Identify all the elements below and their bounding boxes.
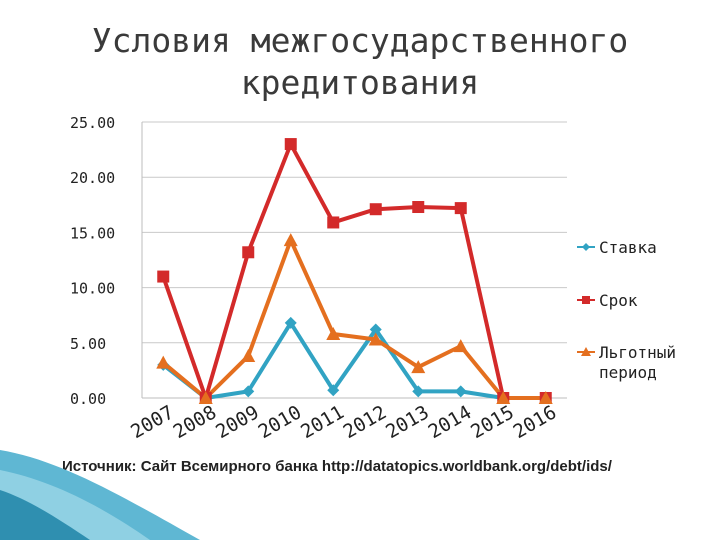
series-marker xyxy=(581,347,591,356)
series-line xyxy=(161,320,548,400)
series-marker xyxy=(496,391,511,404)
legend-label: Льготный xyxy=(599,343,676,362)
series-marker xyxy=(283,233,298,247)
decorative-wave xyxy=(0,450,200,540)
series-marker xyxy=(368,332,383,346)
series-marker xyxy=(156,355,171,369)
series-lines xyxy=(161,142,548,400)
x-tick-label: 2012 xyxy=(340,401,391,443)
y-tick-label: 15.00 xyxy=(70,224,115,242)
legend-item: Срок xyxy=(577,291,638,310)
y-tick-label: 10.00 xyxy=(70,280,115,298)
x-tick-label: 2016 xyxy=(510,401,561,443)
series-marker xyxy=(284,316,297,329)
legend-label: Срок xyxy=(599,291,638,310)
y-tick-label: 20.00 xyxy=(70,169,115,187)
series-line xyxy=(161,238,548,400)
x-tick-label: 2007 xyxy=(127,401,178,443)
series-marker xyxy=(582,296,590,304)
series-marker xyxy=(242,385,255,398)
source-note: Источник: Сайт Всемирного банка http://d… xyxy=(62,458,612,475)
y-tick-label: 25.00 xyxy=(70,114,115,132)
series-marker xyxy=(412,201,425,214)
legend-item: Ставка xyxy=(577,238,657,257)
chart-title-line-1: Условия межгосударственного xyxy=(91,21,629,60)
series-marker xyxy=(327,384,340,397)
series-marker xyxy=(157,270,170,283)
x-tick-label: 2009 xyxy=(212,401,263,443)
series-marker xyxy=(538,391,553,404)
series-marker xyxy=(242,246,255,259)
series-marker xyxy=(284,138,297,151)
series-marker xyxy=(369,203,382,216)
x-tick-label: 2008 xyxy=(170,401,221,443)
series-marker xyxy=(369,323,382,336)
legend-label: Ставка xyxy=(599,238,657,257)
y-axis-ticks: 0.00 5.00 10.00 15.00 20.00 25.00 xyxy=(70,114,115,408)
series-marker xyxy=(326,326,341,340)
y-tick-label: 5.00 xyxy=(70,335,106,353)
series-marker xyxy=(198,391,213,404)
x-tick-label: 2014 xyxy=(425,401,476,443)
series-marker xyxy=(453,339,468,353)
series-marker xyxy=(411,360,426,374)
x-tick-label: 2015 xyxy=(467,401,518,443)
series-marker xyxy=(327,216,340,229)
series-marker xyxy=(241,349,256,363)
y-tick-label: 0.00 xyxy=(70,390,106,408)
chart-title: Условия межгосударственного кредитования xyxy=(40,20,680,104)
chart-title-line-2: кредитования xyxy=(240,63,480,102)
series-marker xyxy=(582,243,590,251)
x-tick-label: 2013 xyxy=(382,401,433,443)
series-marker xyxy=(454,385,467,398)
series-marker xyxy=(412,385,425,398)
x-tick-label: 2011 xyxy=(297,401,348,443)
legend-label: период xyxy=(599,363,657,382)
line-chart: 0.00 5.00 10.00 15.00 20.00 25.00 20072008200… xyxy=(70,114,676,443)
series-markers xyxy=(156,138,553,404)
x-tick-label: 2010 xyxy=(255,401,306,443)
series-line xyxy=(161,142,548,400)
series-marker xyxy=(454,202,467,215)
